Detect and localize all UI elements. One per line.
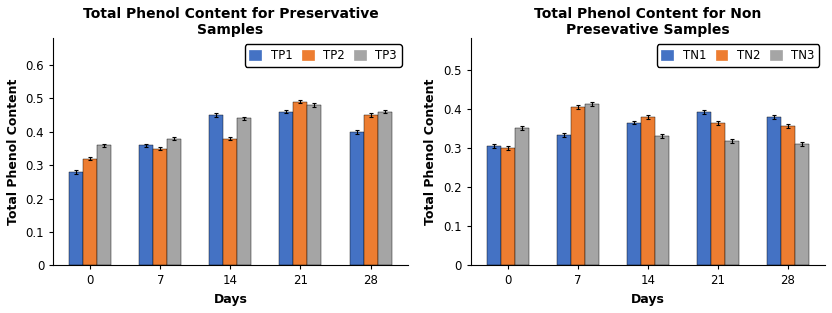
Y-axis label: Total Phenol Content: Total Phenol Content: [7, 79, 20, 225]
Bar: [237, 119, 251, 265]
Bar: [571, 107, 585, 265]
Bar: [641, 117, 655, 265]
Bar: [378, 112, 392, 265]
Bar: [167, 139, 181, 265]
Bar: [139, 145, 153, 265]
Bar: [97, 145, 111, 265]
Legend: TP1, TP2, TP3: TP1, TP2, TP3: [245, 44, 402, 67]
Y-axis label: Total Phenol Content: Total Phenol Content: [424, 79, 438, 225]
Bar: [697, 112, 711, 265]
Bar: [585, 104, 599, 265]
Bar: [767, 117, 781, 265]
Bar: [308, 105, 321, 265]
Bar: [515, 128, 528, 265]
Bar: [487, 146, 501, 265]
Bar: [83, 159, 97, 265]
Bar: [626, 122, 641, 265]
Bar: [294, 102, 308, 265]
Bar: [280, 112, 294, 265]
Bar: [501, 148, 515, 265]
Bar: [781, 126, 795, 265]
Bar: [349, 132, 364, 265]
Bar: [557, 135, 571, 265]
Bar: [711, 123, 725, 265]
X-axis label: Days: Days: [631, 293, 665, 306]
Bar: [655, 136, 669, 265]
Title: Total Phenol Content for Non
Presevative Samples: Total Phenol Content for Non Presevative…: [534, 7, 761, 37]
Bar: [725, 141, 739, 265]
Bar: [69, 172, 83, 265]
Bar: [224, 139, 237, 265]
Legend: TN1, TN2, TN3: TN1, TN2, TN3: [656, 44, 820, 67]
Bar: [153, 149, 167, 265]
Bar: [795, 144, 809, 265]
Bar: [210, 115, 224, 265]
X-axis label: Days: Days: [214, 293, 247, 306]
Title: Total Phenol Content for Preservative
Samples: Total Phenol Content for Preservative Sa…: [82, 7, 379, 37]
Bar: [364, 115, 378, 265]
